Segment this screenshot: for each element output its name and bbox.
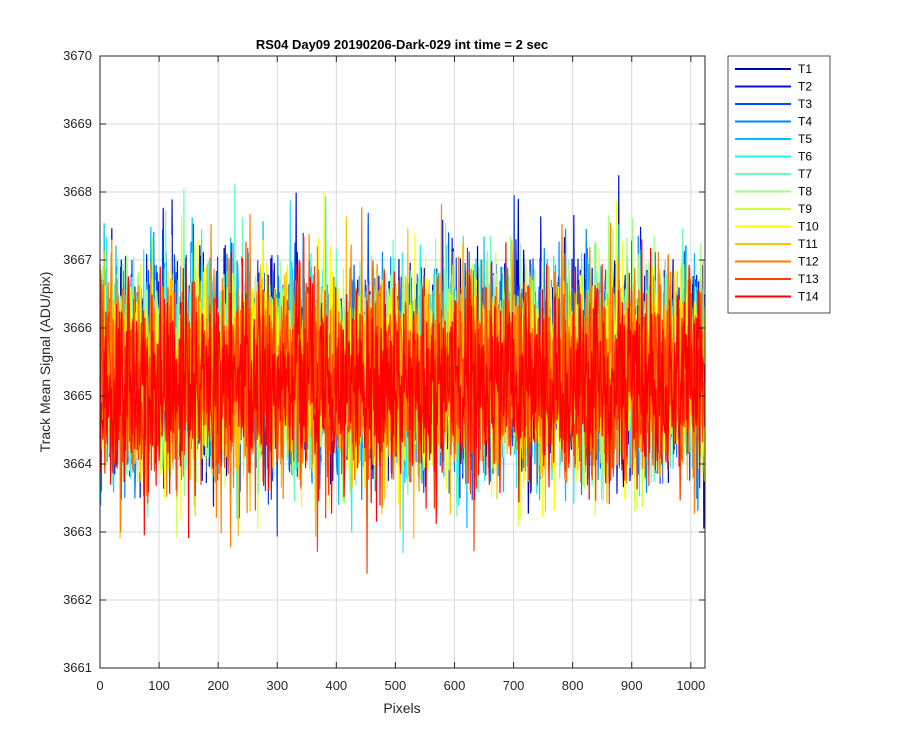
y-tick-label: 3662 [63, 592, 92, 607]
legend-label-t11: T11 [798, 237, 818, 251]
series-line-t14 [99, 239, 706, 539]
legend: T1 T2 T3 T4 T5 T6 T7 T8 T9 T10 T11 T12 T13 T14 [727, 55, 831, 314]
x-axis-label: Pixels [383, 700, 420, 716]
y-tick-label: 3667 [63, 252, 92, 267]
x-tick-label: 1000 [676, 678, 705, 693]
x-tick-label: 900 [621, 678, 643, 693]
legend-label-t13: T13 [798, 272, 819, 286]
legend-box [727, 55, 831, 314]
legend-label-t12: T12 [798, 255, 819, 269]
x-tick-label: 700 [503, 678, 525, 693]
legend-label-t2: T2 [798, 80, 812, 94]
y-tick-label: 3663 [63, 524, 92, 539]
y-axis-label: Track Mean Signal (ADU/pix) [37, 272, 53, 453]
y-tick-label: 3669 [63, 116, 92, 131]
y-tick-label: 3664 [63, 456, 92, 471]
x-tick-label: 300 [266, 678, 288, 693]
legend-label-t6: T6 [798, 150, 812, 164]
y-axis-ticks: 3661 3662 3663 3664 3665 3666 3667 3668 3669 3670 [63, 48, 705, 675]
legend-label-t10: T10 [798, 220, 819, 234]
legend-label-t5: T5 [798, 132, 812, 146]
x-axis-ticks: 0 100 200 300 400 500 600 700 800 900 1000 [96, 56, 705, 693]
legend-label-t7: T7 [798, 167, 812, 181]
x-tick-label: 500 [385, 678, 407, 693]
x-tick-label: 100 [148, 678, 170, 693]
legend-label-t9: T9 [798, 202, 812, 216]
y-tick-label: 3661 [63, 660, 92, 675]
x-tick-label: 600 [444, 678, 466, 693]
x-tick-label: 800 [562, 678, 584, 693]
data-series-group [99, 175, 706, 574]
legend-label-t8: T8 [798, 185, 812, 199]
y-tick-label: 3668 [63, 184, 92, 199]
y-tick-label: 3670 [63, 48, 92, 63]
y-tick-label: 3665 [63, 388, 92, 403]
x-tick-label: 400 [325, 678, 347, 693]
plot-frame [99, 55, 706, 669]
legend-label-t3: T3 [798, 97, 812, 111]
legend-label-t4: T4 [798, 115, 812, 129]
legend-label-t14: T14 [798, 290, 819, 304]
series-line-t13 [99, 236, 706, 574]
x-tick-label: 200 [207, 678, 229, 693]
y-tick-label: 3666 [63, 320, 92, 335]
legend-label-t1: T1 [798, 62, 812, 76]
x-tick-label: 0 [96, 678, 103, 693]
chart-title: RS04 Day09 20190206-Dark-029 int time = … [256, 37, 548, 52]
